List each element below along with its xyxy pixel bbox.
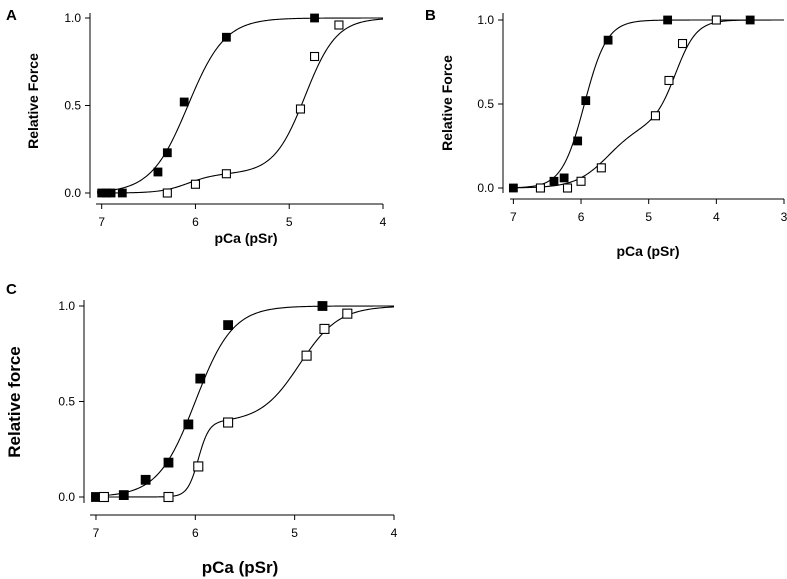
panel-b-filled-square-point — [603, 35, 613, 45]
panel-b-x-axis-label: pCa (pSr) — [617, 243, 680, 259]
panel-b-filled-square-point — [573, 136, 583, 146]
panel-a-open-square-point — [295, 104, 306, 114]
panel-b-data-points — [508, 15, 755, 193]
panel-c-y-axis-label: Relative force — [5, 346, 24, 458]
panel-a-open-square-point — [334, 20, 344, 30]
panel-c-x-axis-label: pCa (pSr) — [202, 558, 279, 577]
panel-b-open-square-point — [664, 75, 674, 86]
panel-b-filled-square-point — [559, 173, 569, 183]
panel-b-x-tick-label: 7 — [510, 210, 517, 224]
panel-c-y-tick-label: 1.0 — [58, 299, 75, 313]
panel-b-open-square-point — [677, 38, 688, 49]
panel-c-open-square-point — [98, 491, 109, 503]
panel-c-fit-curve-open — [91, 306, 395, 498]
panel-c-filled-square-point — [195, 373, 206, 384]
panel-letter-c: C — [6, 281, 17, 298]
panel-b-x-tick-label: 5 — [645, 210, 652, 224]
panel-c-open-square-point — [342, 308, 353, 319]
panel-a-y-axis-label: Relative Force — [25, 53, 41, 149]
panel-b-x-tick-label: 4 — [713, 210, 720, 224]
panel-a-data-points — [97, 13, 344, 198]
panel-c-filled-square-point — [183, 419, 194, 430]
panel-a-x-tick-label: 7 — [98, 215, 105, 229]
panel-b-open-square-point — [650, 111, 661, 121]
panel-letter-a: A — [6, 7, 17, 24]
panel-b-fit-curve-open — [509, 19, 785, 189]
panel-b-fit-curves — [509, 19, 785, 189]
panel-a-x-tick-label: 6 — [192, 215, 199, 229]
panel-b-x-tick-label: 6 — [578, 210, 585, 224]
panel-a-open-square-point — [221, 169, 231, 179]
panel-c-open-square-point — [223, 417, 234, 428]
panel-a-x-axis-label: pCa (pSr) — [215, 230, 278, 246]
panel-b-open-square-point — [596, 163, 606, 173]
panel-b: B Relative Force pCa (pSr) 0.0 0.5 1.0 7 6 5 4… — [425, 7, 787, 259]
panel-b-filled-square-point — [663, 15, 673, 25]
panel-b-y-tick-label: 0.5 — [477, 97, 494, 111]
panel-b-filled-square-point — [508, 183, 518, 193]
panel-c-x-tick-label: 5 — [291, 526, 298, 540]
panel-c-fit-curves — [90, 305, 395, 498]
panel-a-filled-square-point — [106, 188, 116, 198]
panel-b-filled-square-point — [581, 96, 591, 106]
panel-b-ticks: 0.0 0.5 1.0 7 6 5 4 3 — [477, 13, 787, 224]
panel-c-y-tick-label: 0.0 — [58, 490, 75, 504]
panel-b-y-axis-label: Relative Force — [439, 55, 455, 151]
panel-a-fit-curve-open — [96, 18, 384, 194]
panel-c-filled-square-point — [118, 490, 129, 500]
panel-b-y-tick-label: 1.0 — [477, 13, 494, 27]
panel-b-open-square-point — [576, 176, 586, 186]
panel-c-open-square-point — [163, 491, 174, 503]
panel-a-y-tick-label: 0.0 — [64, 186, 81, 200]
panel-a-open-square-point — [190, 179, 201, 189]
panel-c-open-square-point — [319, 323, 330, 334]
panel-c-filled-square-point — [223, 320, 234, 331]
panel-b-y-tick-label: 0.0 — [477, 181, 494, 195]
panel-c-filled-square-point — [140, 474, 151, 485]
panel-b-filled-square-point — [745, 15, 755, 25]
panel-b-open-square-point — [711, 15, 721, 25]
panel-a-filled-square-point — [221, 32, 231, 42]
panel-a-filled-square-point — [310, 13, 319, 23]
panel-a-fit-curves — [96, 17, 384, 194]
panel-c-filled-square-point — [163, 457, 174, 468]
panel-c-ticks: 0.0 0.5 1.0 7 6 5 4 — [58, 299, 397, 540]
panel-c-open-square-point — [193, 461, 204, 472]
panel-c-x-tick-label: 7 — [93, 526, 100, 540]
panel-letter-b: B — [425, 7, 436, 24]
panel-a: A Relative Force pCa (pSr) 0.0 0.5 1.0 7 6 5 4 — [6, 7, 387, 246]
panel-c-y-tick-label: 0.5 — [58, 395, 75, 409]
panel-b-x-tick-label: 3 — [781, 210, 787, 224]
panel-c-x-tick-label: 4 — [391, 526, 398, 540]
panel-a-y-tick-label: 1.0 — [64, 11, 81, 25]
panel-a-y-tick-label: 0.5 — [64, 99, 81, 113]
panel-c-fit-curve-filled — [90, 305, 395, 497]
panel-a-open-square-point — [162, 188, 172, 198]
panel-a-filled-square-point — [117, 188, 127, 198]
panel-b-filled-square-point — [549, 176, 559, 186]
panel-a-x-tick-label: 4 — [380, 215, 387, 229]
panel-c-x-tick-label: 6 — [192, 526, 199, 540]
panel-c-filled-square-point — [317, 301, 328, 311]
panel-a-open-square-point — [309, 51, 320, 62]
panel-c-open-square-point — [301, 350, 312, 361]
panel-b-fit-curve-filled — [509, 19, 784, 189]
panel-c-data-points — [91, 301, 353, 503]
panel-a-x-tick-label: 5 — [286, 215, 293, 229]
panel-a-filled-square-point — [179, 97, 189, 107]
panel-a-filled-square-point — [162, 148, 172, 158]
panel-b-open-square-point — [535, 183, 545, 193]
panel-c: C Relative force pCa (pSr) 0.0 0.5 1.0 7 6 5 4 — [5, 281, 398, 577]
panel-a-fit-curve-filled — [96, 17, 383, 193]
panel-a-filled-square-point — [153, 167, 163, 177]
panel-b-open-square-point — [562, 183, 573, 193]
panel-a-ticks: 0.0 0.5 1.0 7 6 5 4 — [64, 11, 386, 229]
